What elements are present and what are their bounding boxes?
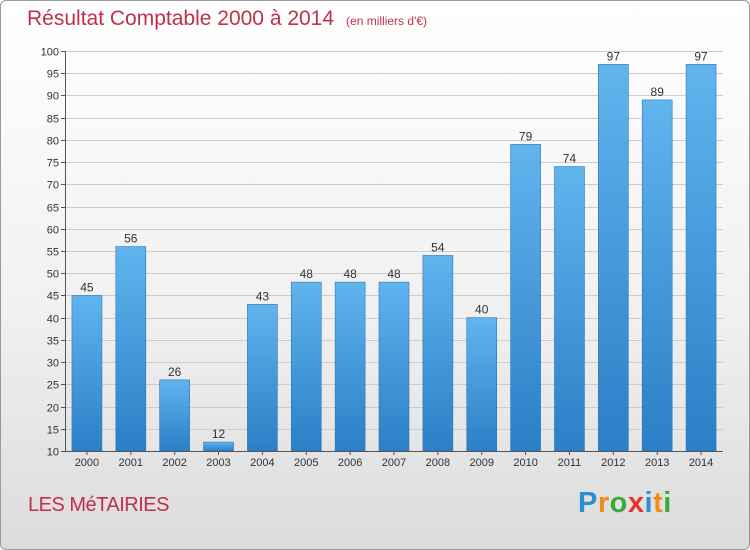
bar-2012	[598, 64, 629, 452]
chart-title: Résultat Comptable 2000 à 2014	[27, 7, 335, 30]
x-tick-label: 2009	[469, 457, 493, 469]
bar-2013	[641, 99, 673, 452]
x-tick-label: 2011	[558, 457, 582, 469]
y-tick-label: 85	[47, 114, 59, 126]
y-tick-label: 20	[47, 403, 59, 415]
bar-2007	[378, 281, 410, 452]
x-tick-label: 2013	[645, 457, 669, 469]
logo-letter: o	[609, 487, 628, 519]
y-tick-label: 25	[47, 380, 59, 392]
bar-2004	[247, 304, 278, 452]
x-tick-label: 2002	[162, 457, 186, 469]
logo-letter: x	[627, 487, 645, 519]
logo-letter: r	[597, 487, 610, 519]
data-label: 97	[607, 49, 621, 63]
logo-letter: i	[644, 487, 654, 519]
data-label: 43	[256, 289, 270, 303]
y-tick-label: 35	[47, 336, 59, 348]
data-label: 48	[387, 267, 401, 281]
data-label: 40	[475, 303, 489, 317]
bar-2005	[290, 281, 322, 452]
y-tick-label: 70	[47, 180, 59, 192]
data-label: 45	[80, 280, 94, 294]
x-axis-ticks: 2000 2001 2002 2003 2004 2005 2006 2007 2008 2009…	[75, 451, 713, 469]
data-label: 48	[343, 267, 357, 281]
y-tick-label: 75	[47, 158, 59, 170]
commune-name: LES MéTAIRIES	[28, 494, 169, 516]
x-tick-label: 2007	[382, 457, 406, 469]
y-tick-label: 90	[47, 91, 59, 103]
data-label: 97	[694, 49, 708, 63]
data-label: 74	[563, 152, 577, 166]
data-label: 54	[431, 240, 445, 254]
y-axis-ticks: 10 15 20 25 30 35 40 45 50 55 60 65 70 75 80 85 90 95 100	[41, 47, 65, 459]
bar-2000	[71, 295, 103, 452]
data-label: 26	[168, 365, 182, 379]
x-tick-label: 2004	[250, 457, 274, 469]
bars	[71, 64, 717, 452]
title-row: Résultat Comptable 2000 à 2014 (en milli…	[27, 7, 427, 31]
y-tick-label: 40	[47, 314, 59, 326]
x-tick-label: 2001	[119, 457, 143, 469]
y-tick-label: 100	[41, 47, 59, 59]
y-tick-label: 95	[47, 69, 59, 81]
bar-2014	[685, 64, 717, 452]
y-tick-label: 30	[47, 358, 59, 370]
bar-2010	[510, 144, 541, 452]
chart-unit: (en milliers d'€)	[346, 14, 428, 28]
y-tick-label: 55	[47, 247, 59, 259]
x-tick-label: 2014	[689, 457, 713, 469]
y-tick-label: 50	[47, 269, 59, 281]
data-label: 48	[300, 267, 314, 281]
bar-2009	[466, 317, 498, 452]
data-label: 79	[519, 129, 533, 143]
y-tick-label: 80	[47, 136, 59, 148]
bar-2011	[554, 166, 585, 452]
y-tick-label: 65	[47, 203, 59, 215]
y-tick-label: 60	[47, 225, 59, 237]
x-tick-label: 2010	[513, 457, 537, 469]
bar-2002	[159, 379, 190, 452]
bar-2006	[334, 281, 366, 452]
x-tick-label: 2012	[601, 457, 625, 469]
y-tick-label: 10	[47, 447, 59, 459]
x-tick-label: 2006	[338, 457, 362, 469]
data-label: 89	[651, 85, 665, 99]
x-tick-label: 2005	[294, 457, 318, 469]
x-tick-label: 2003	[206, 457, 230, 469]
bar-2003	[203, 441, 234, 452]
bar-2008	[422, 255, 454, 452]
logo-letter: t	[653, 487, 664, 519]
x-tick-label: 2000	[75, 457, 99, 469]
data-labels: 45 56 26 12 43 48 48 48 54 40 79 74 97 89 97	[80, 49, 708, 441]
logo-letter: P	[578, 487, 598, 519]
data-label: 56	[124, 232, 138, 246]
data-label: 12	[212, 427, 226, 441]
bar-2001	[115, 246, 147, 452]
proxiti-logo: Proxiti	[578, 487, 672, 520]
y-tick-label: 45	[47, 291, 59, 303]
x-tick-label: 2008	[426, 457, 450, 469]
logo-letter: i	[663, 487, 672, 519]
y-tick-label: 15	[47, 425, 59, 437]
